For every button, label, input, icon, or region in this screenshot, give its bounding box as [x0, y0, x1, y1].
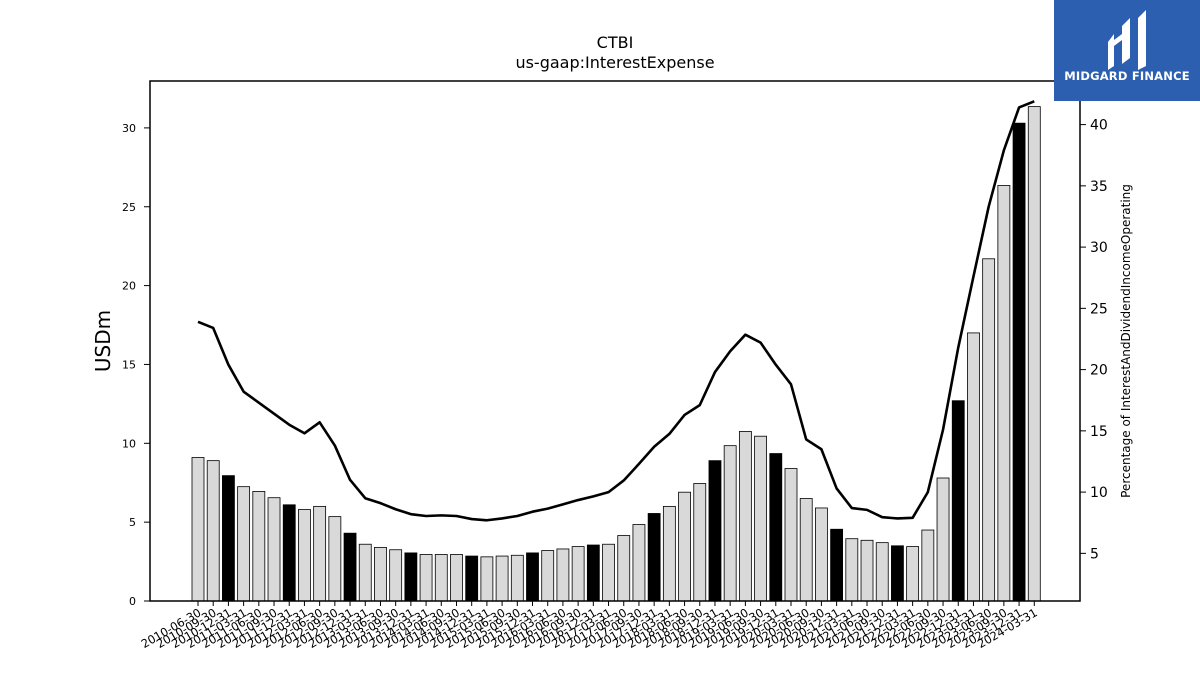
bar-2014-09-30 [450, 554, 463, 602]
y2-tick-label: 5 [1090, 546, 1099, 562]
bar-2019-12-31 [769, 453, 783, 602]
y2-tick-label: 25 [1090, 301, 1108, 317]
series-line [197, 100, 1035, 522]
y-tick-label: 0 [129, 595, 136, 608]
bar-2017-09-30 [632, 524, 646, 602]
brand-logo: MIDGARD FINANCE [1054, 0, 1200, 101]
bar-2022-03-31 [906, 546, 920, 602]
y-tick-label: 25 [122, 201, 136, 214]
y-tick-label: 5 [129, 516, 136, 529]
y2-tick-label: 20 [1090, 363, 1108, 379]
y2-tick-label: 10 [1090, 485, 1108, 501]
y-tick-label: 10 [122, 437, 136, 450]
y-tick-label: 20 [122, 280, 136, 293]
bar-2011-12-31 [282, 504, 296, 602]
bar-2010-12-31 [222, 475, 235, 602]
bar-2018-03-31 [662, 505, 676, 602]
bar-2010-06-30 [191, 457, 205, 602]
bar-2021-09-30 [875, 542, 889, 602]
bar-2015-03-31 [480, 556, 494, 602]
bar-2014-03-31 [419, 554, 433, 602]
bar-2022-12-31 [951, 400, 965, 602]
bar-2012-03-31 [298, 509, 311, 602]
bar-2017-06-30 [617, 535, 631, 602]
bar-2019-06-30 [738, 431, 752, 602]
bar-2017-03-31 [602, 543, 615, 602]
bar-2022-09-30 [936, 477, 950, 602]
bar-2018-06-30 [678, 491, 691, 602]
bar-2018-09-30 [693, 483, 707, 602]
chart-subtitle: us-gaap:InterestExpense [515, 53, 714, 72]
bar-2012-09-30 [328, 516, 342, 602]
bar-2018-12-31 [708, 460, 722, 602]
bar-2023-12-31 [1012, 122, 1026, 602]
bar-2011-03-31 [237, 486, 251, 602]
bar-2023-09-30 [997, 185, 1011, 602]
bar-2015-06-30 [495, 555, 509, 602]
chart-title: CTBI [597, 33, 634, 52]
plot-frame [149, 80, 1081, 602]
bar-2012-06-30 [313, 505, 327, 602]
bar-2019-03-31 [723, 445, 737, 602]
line-series [197, 100, 1035, 522]
bar-2022-06-30 [921, 529, 935, 602]
brand-name: MIDGARD FINANCE [1064, 69, 1190, 83]
bar-2020-09-30 [815, 507, 828, 602]
bar-2020-12-31 [830, 528, 844, 602]
bar-2016-06-30 [556, 548, 570, 602]
midgard-logo-icon [1108, 10, 1146, 70]
bar-2023-06-30 [982, 258, 996, 602]
bar-2016-12-31 [586, 544, 600, 602]
y2-axis-label: Percentage of InterestAndDividendIncomeO… [1119, 184, 1133, 498]
bar-2013-03-31 [358, 543, 372, 602]
bar-2015-12-31 [526, 552, 539, 602]
bar-2024-03-31 [1027, 106, 1041, 602]
bar-2021-03-31 [845, 538, 859, 602]
bar-2013-06-30 [374, 546, 387, 602]
y2-tick-label: 15 [1090, 424, 1108, 440]
bar-2010-09-30 [206, 460, 220, 602]
bar-2020-06-30 [799, 498, 813, 602]
bar-2013-09-30 [389, 549, 403, 602]
bar-2011-06-30 [252, 490, 266, 602]
bar-2020-03-31 [784, 468, 798, 602]
bar-series [191, 106, 1041, 602]
y-tick-label: 15 [122, 358, 136, 371]
bar-2014-06-30 [434, 554, 448, 602]
y-tick-label: 30 [122, 122, 136, 135]
y2-tick-label: 35 [1090, 179, 1108, 195]
bar-2019-09-30 [754, 435, 767, 602]
bar-2021-06-30 [860, 539, 874, 602]
bar-2016-09-30 [571, 546, 585, 602]
bar-2017-12-31 [647, 513, 661, 602]
bar-2012-12-31 [343, 532, 357, 602]
y-axis-label: USDm [91, 310, 115, 372]
bar-2015-09-30 [510, 554, 524, 602]
bar-2014-12-31 [465, 555, 479, 602]
y2-tick-label: 40 [1090, 118, 1108, 134]
y2-tick-label: 30 [1090, 240, 1108, 256]
bar-2011-09-30 [267, 497, 281, 602]
bar-2013-12-31 [404, 552, 418, 602]
bar-2021-12-31 [891, 545, 904, 602]
bar-2016-03-31 [541, 550, 555, 602]
bar-2023-03-31 [967, 332, 980, 602]
